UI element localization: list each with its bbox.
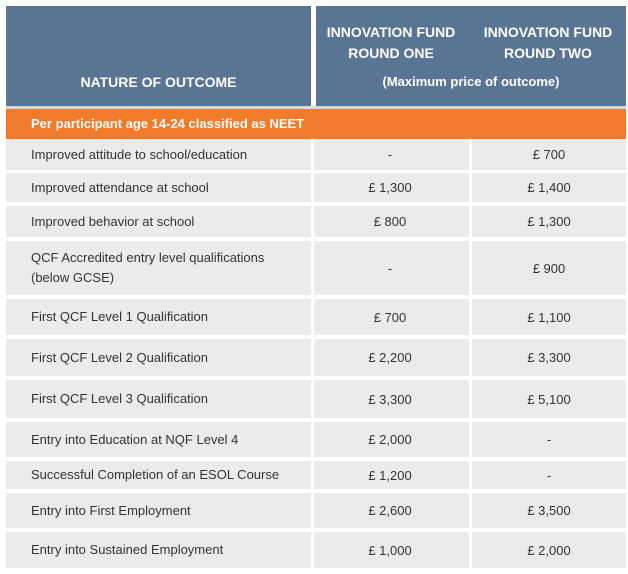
table-row: First QCF Level 1 Qualification £ 700 £ 1,… xyxy=(6,299,626,335)
header-divider xyxy=(311,6,316,106)
round-two-value: £ 3,500 xyxy=(469,493,626,528)
table-row: Improved attendance at school £ 1,300 £ 1,… xyxy=(6,173,626,202)
table-row: First QCF Level 2 Qualification £ 2,200 £ … xyxy=(6,339,626,376)
round-two-value: £ 1,300 xyxy=(469,206,626,237)
table-row: Improved behavior at school £ 800 £ 1,300 xyxy=(6,206,626,237)
table-row: First QCF Level 3 Qualification £ 3,300 £ … xyxy=(6,380,626,418)
round-two-value: £ 1,400 xyxy=(469,173,626,202)
round-one-value: £ 3,300 xyxy=(311,380,466,418)
round-two-value: - xyxy=(469,422,626,457)
round-two-value: - xyxy=(469,461,626,489)
header-round-two: INNOVATION FUND ROUND TWO xyxy=(483,24,613,61)
round-two-value: £ 3,300 xyxy=(469,339,626,376)
round-one-value: - xyxy=(311,241,466,295)
round-one-value: £ 2,000 xyxy=(311,422,466,457)
round-two-value: £ 700 xyxy=(469,139,626,170)
section-title: Per participant age 14-24 classified as … xyxy=(6,109,626,139)
row-label: Improved attitude to school/education xyxy=(31,146,248,162)
row-label: First QCF Level 3 Qualification xyxy=(31,391,209,406)
table-row: Entry into First Employment £ 2,600 £ 3,50… xyxy=(6,493,626,528)
row-label: Successful Completion of an ESOL Course xyxy=(31,467,280,482)
round-two-value: £ 5,100 xyxy=(469,380,626,418)
round-one-value: £ 1,000 xyxy=(311,532,466,568)
table-row: Successful Completion of an ESOL Course £… xyxy=(6,461,626,489)
header-subtitle: (Maximum price of outcome) xyxy=(382,74,560,89)
round-one-value: - xyxy=(311,139,466,170)
table-row: Improved attitude to school/education - £ … xyxy=(6,139,626,170)
round-one-value: £ 1,200 xyxy=(311,461,466,489)
row-label: First QCF Level 2 Qualification xyxy=(31,349,209,365)
row-label: Entry into Sustained Employment xyxy=(31,542,224,557)
header-underline xyxy=(6,106,626,109)
row-label: First QCF Level 1 Qualification xyxy=(31,309,209,324)
round-two-value: £ 2,000 xyxy=(469,532,626,568)
round-one-value: £ 2,200 xyxy=(311,339,466,376)
table-row: Entry into Education at NQF Level 4 £ 2,0… xyxy=(6,422,626,457)
header-nature-label: NATURE OF OUTCOME xyxy=(80,74,237,90)
row-label: Improved attendance at school xyxy=(31,179,209,195)
round-two-value: £ 900 xyxy=(469,241,626,295)
round-one-value: £ 800 xyxy=(311,206,466,237)
table-row: QCF Accredited entry level qualification… xyxy=(6,241,626,295)
round-one-value: £ 700 xyxy=(311,299,466,335)
row-label: QCF Accredited entry level qualification… xyxy=(31,250,265,285)
row-label: Entry into Education at NQF Level 4 xyxy=(31,431,239,447)
round-one-value: £ 2,600 xyxy=(311,493,466,528)
header-nature-cell: NATURE OF OUTCOME xyxy=(6,6,311,106)
round-two-value: £ 1,100 xyxy=(469,299,626,335)
round-one-value: £ 1,300 xyxy=(311,173,466,202)
row-label: Improved behavior at school xyxy=(31,213,195,229)
header-round-one: INNOVATION FUND ROUND ONE xyxy=(326,24,456,61)
row-label: Entry into First Employment xyxy=(31,502,191,518)
header-rounds-cell: INNOVATION FUND ROUND ONE INNOVATION FUN… xyxy=(316,6,626,106)
table-row: Entry into Sustained Employment £ 1,000 £ … xyxy=(6,532,626,568)
